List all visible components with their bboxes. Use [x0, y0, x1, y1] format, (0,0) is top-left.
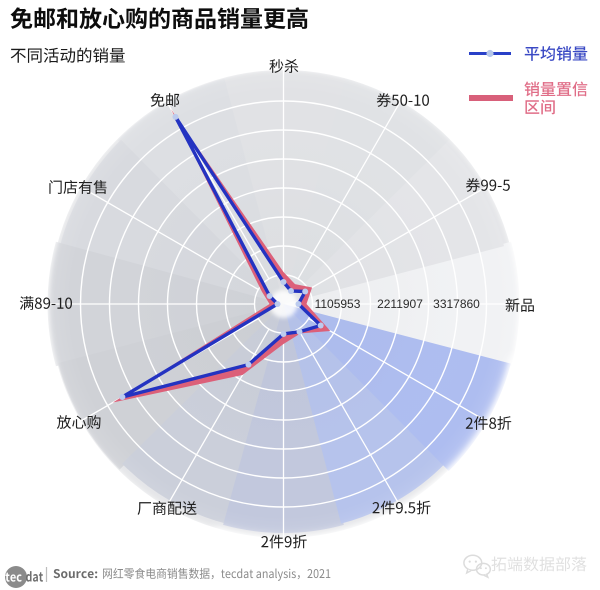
svg-text:1105953: 1105953: [315, 297, 361, 311]
svg-text:3317860: 3317860: [433, 297, 480, 311]
svg-text:2211907: 2211907: [377, 297, 423, 311]
